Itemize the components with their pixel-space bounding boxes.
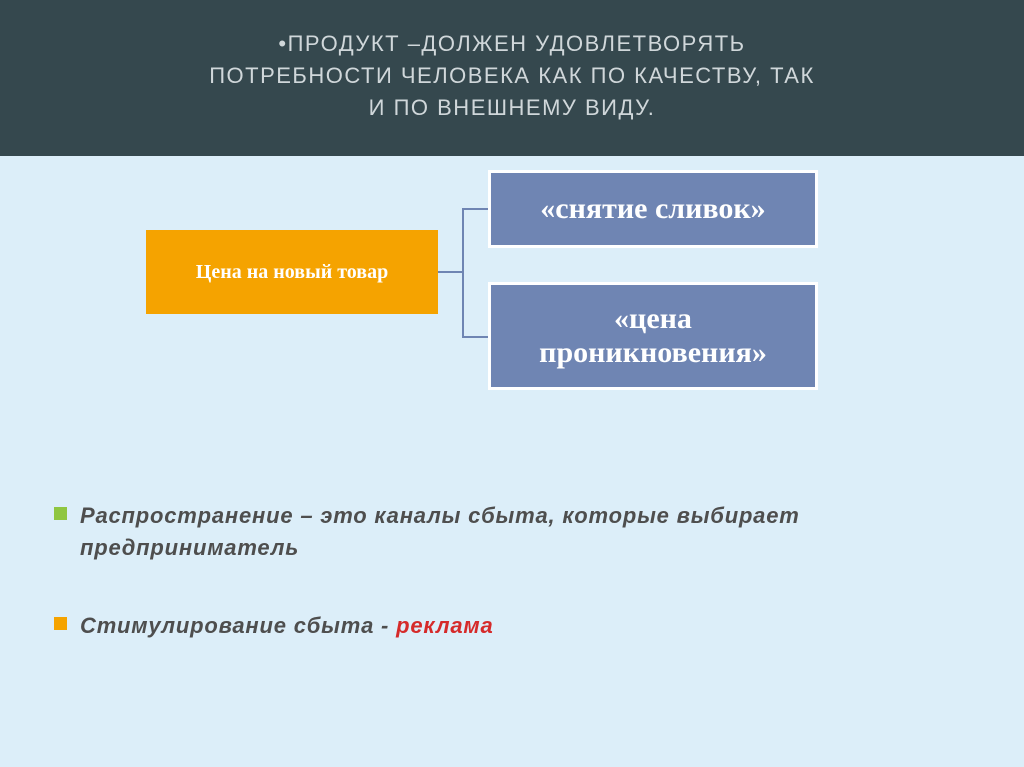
header-line-3: И ПО ВНЕШНЕМУ ВИДУ. bbox=[40, 92, 984, 124]
bullet-item: Стимулирование сбыта - реклама bbox=[54, 610, 964, 642]
diagram-root-label: Цена на новый товар bbox=[196, 261, 388, 284]
header-line-1: •ПРОДУКТ –ДОЛЖЕН УДОВЛЕТВОРЯТЬ bbox=[40, 28, 984, 60]
diagram-child-label: «цена проникновения» bbox=[501, 302, 805, 371]
diagram-root-box: Цена на новый товар bbox=[146, 230, 438, 314]
bullet-text: Распространение – это каналы сбыта, кото… bbox=[80, 503, 800, 560]
diagram-child-label: «снятие сливок» bbox=[540, 192, 765, 227]
connector bbox=[462, 336, 488, 338]
slide-header: •ПРОДУКТ –ДОЛЖЕН УДОВЛЕТВОРЯТЬ ПОТРЕБНОС… bbox=[0, 0, 1024, 156]
diagram-child-box: «цена проникновения» bbox=[488, 282, 818, 390]
bullet-list: Распространение – это каналы сбыта, кото… bbox=[54, 500, 964, 688]
header-line-2: ПОТРЕБНОСТИ ЧЕЛОВЕКА КАК ПО КАЧЕСТВУ, ТА… bbox=[40, 60, 984, 92]
bullet-text: Стимулирование сбыта - bbox=[80, 613, 396, 638]
connector bbox=[462, 208, 464, 338]
bullet-accent: реклама bbox=[396, 613, 493, 638]
slide: •ПРОДУКТ –ДОЛЖЕН УДОВЛЕТВОРЯТЬ ПОТРЕБНОС… bbox=[0, 0, 1024, 767]
bullet-item: Распространение – это каналы сбыта, кото… bbox=[54, 500, 964, 564]
connector bbox=[462, 208, 488, 210]
connector bbox=[438, 271, 464, 273]
diagram-child-box: «снятие сливок» bbox=[488, 170, 818, 248]
diagram: Цена на новый товар «снятие сливок» «цен… bbox=[0, 160, 1024, 420]
